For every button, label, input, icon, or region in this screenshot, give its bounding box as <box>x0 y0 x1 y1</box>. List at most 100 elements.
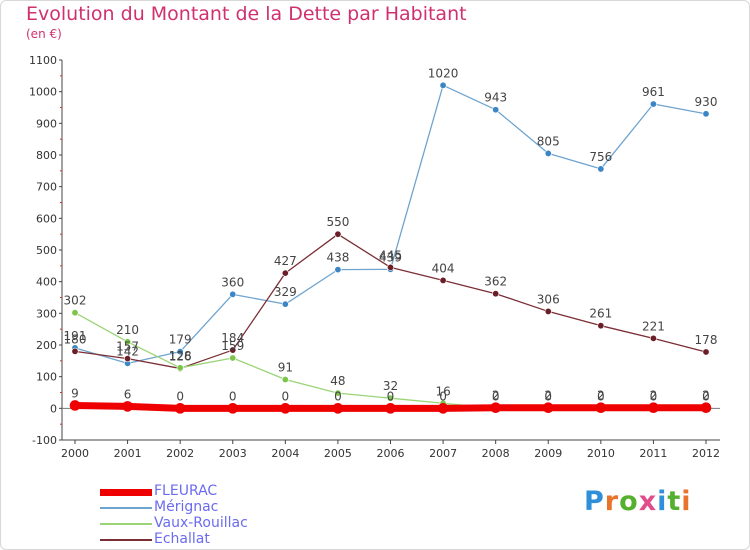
data-label: 2 <box>597 389 605 403</box>
data-label: 0 <box>544 389 552 403</box>
legend: FLEURAC Mérignac Vaux-Rouillac Echallat <box>100 483 320 548</box>
data-label: 142 <box>116 344 139 358</box>
legend-swatch <box>100 489 152 496</box>
legend-item-echallat: Echallat <box>100 531 320 548</box>
data-label: 0 <box>334 389 342 403</box>
data-label: 961 <box>642 85 665 99</box>
legend-swatch <box>100 507 152 509</box>
legend-item-fleurac: FLEURAC <box>100 483 320 500</box>
logo-letter: t <box>667 486 682 517</box>
x-tick-label: 2004 <box>271 447 299 460</box>
x-tick-label: 2010 <box>587 447 615 460</box>
data-label: 943 <box>484 91 507 105</box>
series-point <box>124 338 132 346</box>
x-tick-label: 2011 <box>639 447 667 460</box>
data-label: 9 <box>71 386 79 400</box>
series-point <box>334 230 342 238</box>
y-tick-label: 600 <box>36 212 57 225</box>
series-point <box>439 276 447 284</box>
data-label: 180 <box>64 332 87 346</box>
x-tick-label: 2002 <box>166 447 194 460</box>
data-label: 0 <box>176 389 184 403</box>
logo-letter: x <box>638 486 658 517</box>
data-label: 2 <box>492 389 500 403</box>
x-tick-label: 2007 <box>429 447 457 460</box>
series-point <box>595 402 607 414</box>
data-label: 210 <box>116 323 139 337</box>
x-tick-label: 2000 <box>61 447 89 460</box>
data-label: 302 <box>64 294 87 308</box>
data-label: 221 <box>642 319 665 333</box>
legend-label: Mérignac <box>154 499 219 515</box>
data-label: 184 <box>221 331 244 345</box>
series-layer <box>69 81 712 414</box>
series-point <box>544 307 552 315</box>
data-label: 427 <box>274 254 297 268</box>
series-line-mérignac <box>74 84 707 365</box>
data-label: 930 <box>695 95 718 109</box>
proxiti-logo: Proxiti <box>584 486 692 517</box>
y-tick-label: 0 <box>50 402 57 415</box>
data-label: 756 <box>589 150 612 164</box>
series-point <box>124 355 132 363</box>
data-label: 178 <box>695 333 718 347</box>
logo-letter: o <box>619 486 639 517</box>
series-point <box>69 400 81 411</box>
data-label: 438 <box>326 251 349 265</box>
data-label: 439 <box>379 250 402 264</box>
series-point <box>490 402 501 414</box>
data-label: 2 <box>544 389 552 403</box>
y-tick-label: 1000 <box>29 86 57 99</box>
data-label: 6 <box>124 387 132 401</box>
series-point <box>648 402 659 414</box>
legend-label: Vaux-Rouillac <box>154 515 248 531</box>
data-label: 2 <box>702 389 710 403</box>
data-label: 404 <box>432 261 455 275</box>
data-label: 91 <box>278 361 293 375</box>
x-tick-label: 2008 <box>482 447 510 460</box>
series-point <box>229 354 237 362</box>
data-label: 261 <box>589 307 612 321</box>
data-label: 0 <box>702 389 710 403</box>
legend-label: FLEURAC <box>154 483 218 499</box>
series-point <box>281 376 289 384</box>
series-point <box>332 403 344 414</box>
series-point <box>439 81 447 89</box>
series-point <box>597 165 605 173</box>
series-point <box>386 394 394 402</box>
y-tick-label: 900 <box>36 117 57 130</box>
x-tick-label: 2003 <box>219 447 247 460</box>
data-label: 179 <box>169 333 192 347</box>
data-label: 159 <box>221 339 244 353</box>
series-point <box>176 364 184 372</box>
logo-letter: P <box>584 486 605 517</box>
legend-swatch <box>100 539 152 541</box>
series-point <box>649 100 657 108</box>
series-point <box>649 334 657 342</box>
series-point <box>227 403 239 414</box>
series-point <box>281 300 289 308</box>
y-tick-label: 500 <box>36 244 57 257</box>
data-label: 48 <box>330 374 345 388</box>
data-label: 306 <box>537 292 560 306</box>
series-point <box>229 290 237 298</box>
x-tick-label: 2001 <box>114 447 142 460</box>
chart-subtitle: (en €) <box>26 27 62 41</box>
data-label: 1020 <box>428 66 459 80</box>
y-tick-label: 1100 <box>29 54 57 67</box>
series-point <box>334 266 342 274</box>
data-label: 362 <box>484 275 507 289</box>
logo-letter: i <box>681 486 692 517</box>
data-label: 360 <box>221 275 244 289</box>
data-label: 445 <box>379 248 402 262</box>
data-label: 32 <box>383 379 398 393</box>
x-tick-label: 2012 <box>692 447 720 460</box>
data-label: 0 <box>439 389 447 403</box>
series-point <box>122 401 133 412</box>
y-tick-label: 400 <box>36 276 57 289</box>
series-point <box>71 347 79 355</box>
series-point <box>597 322 605 330</box>
